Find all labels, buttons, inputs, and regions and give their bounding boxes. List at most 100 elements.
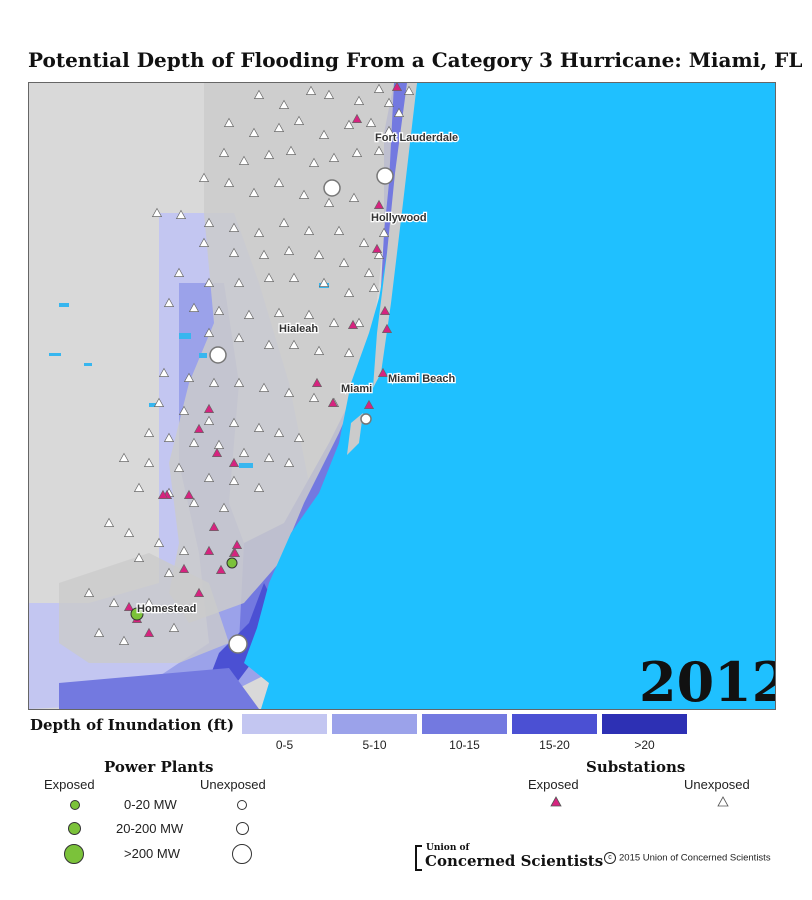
unexposed-substation-triangle: [198, 237, 210, 247]
exposed-power-plant-medium: [130, 607, 144, 621]
unexposed-substation-triangle: [288, 339, 300, 349]
unexposed-substation-triangle: [118, 452, 130, 462]
urban-area: [169, 83, 394, 623]
unexposed-substation-triangle: [273, 177, 285, 187]
unexposed-substation-triangle: [173, 267, 185, 277]
unexposed-substation-triangle: [103, 517, 115, 527]
unexposed-substation-triangle: [338, 257, 350, 267]
flood-map[interactable]: Fort Lauderdale Hollywood Hialeah Miami …: [28, 82, 776, 710]
unexposed-substation-triangle: [393, 107, 405, 117]
unexposed-substation-triangle: [263, 149, 275, 159]
ocean: [244, 83, 775, 709]
exposed-power-plant-large-icon: [64, 844, 84, 864]
exposed-substation-triangle: [183, 489, 195, 499]
exposed-substation-triangle: [228, 457, 240, 467]
unexposed-substation-triangle: [318, 129, 330, 139]
inundation-swatch-4: [602, 714, 687, 734]
inundation-swatch-2: [422, 714, 507, 734]
unexposed-substation-triangle: [253, 227, 265, 237]
exposed-substation-triangle: [363, 399, 375, 409]
unexposed-substation-triangle: [143, 597, 155, 607]
unexposed-substation-triangle: [173, 462, 185, 472]
inundation-swatch-1: [332, 714, 417, 734]
exposed-substations: [123, 83, 403, 637]
city-label-fort-lauderdale: Fort Lauderdale: [375, 132, 458, 144]
unexposed-substation-triangle: [233, 377, 245, 387]
exposed-substation-triangle: [193, 423, 205, 433]
unexposed-substation-triangle: [273, 122, 285, 132]
exposed-substation-triangle: [178, 563, 190, 573]
exposed-substation-triangle: [327, 397, 339, 407]
city-label-homestead: Homestead: [137, 603, 196, 615]
unexposed-substation-triangle: [228, 417, 240, 427]
unexposed-substation-triangle: [288, 272, 300, 282]
unexposed-substation-triangle: [258, 249, 270, 259]
unexposed-substation-triangle: [203, 277, 215, 287]
unexposed-substations: [83, 83, 415, 645]
unexposed-substation-triangle: [198, 172, 210, 182]
unexposed-power-plant-medium-icon: [236, 822, 249, 835]
unexposed-substation-triangle: [118, 635, 130, 645]
unexposed-substation-triangle: [203, 327, 215, 337]
unexposed-substation-triangle: [328, 152, 340, 162]
unexposed-substation-triangle: [293, 432, 305, 442]
unexposed-substation-triangle: [263, 272, 275, 282]
unexposed-substation-triangle: [353, 317, 365, 327]
unexposed-substation-triangle: [133, 552, 145, 562]
unexposed-power-plant-small: [360, 413, 372, 425]
unexposed-substation-triangle: [143, 457, 155, 467]
unexposed-substation-triangle-icon: [717, 796, 729, 807]
exposed-substation-triangle: [157, 489, 169, 499]
unexposed-substation-triangle: [203, 217, 215, 227]
unexposed-power-plant-large: [376, 167, 394, 185]
exposed-substation-triangle: [143, 627, 155, 637]
unexposed-substation-triangle: [313, 249, 325, 259]
unexposed-substation-triangle: [333, 225, 345, 235]
inundation-label-0: 0-5: [275, 738, 294, 752]
unexposed-substation-triangle: [293, 115, 305, 125]
inundation-label-2: 10-15: [449, 738, 480, 752]
inland-water: [59, 303, 69, 307]
power-plant-size-large: >200 MW: [124, 846, 180, 861]
power-plants-unexposed-label: Unexposed: [200, 777, 266, 792]
exposed-substation-triangle: [203, 403, 215, 413]
unexposed-substation-triangle: [378, 227, 390, 237]
exposed-substation-triangle: [231, 539, 243, 549]
exposed-substation-triangle: [211, 447, 223, 457]
exposed-substation-triangle: [351, 113, 363, 123]
inundation-swatch-0: [242, 714, 327, 734]
unexposed-substation-triangle: [348, 192, 360, 202]
unexposed-substation-triangle: [183, 372, 195, 382]
unexposed-substation-triangle: [123, 527, 135, 537]
substations-exposed-label: Exposed: [528, 777, 579, 792]
unexposed-substation-triangle: [213, 305, 225, 315]
exposed-substation-triangle: [377, 367, 389, 377]
inundation-label-1: 5-10: [362, 738, 387, 752]
unexposed-substation-triangle: [243, 309, 255, 319]
unexposed-substation-triangle: [383, 97, 395, 107]
exposed-substation-triangle: [208, 521, 220, 531]
exposed-substation-triangle: [347, 319, 359, 329]
city-label-hialeah: Hialeah: [279, 323, 318, 335]
city-label-hollywood: Hollywood: [371, 212, 427, 224]
unexposed-substation-triangle: [233, 332, 245, 342]
unexposed-substation-triangle: [353, 95, 365, 105]
unexposed-substation-triangle: [83, 587, 95, 597]
inundation-label-3: 15-20: [539, 738, 570, 752]
unexposed-substation-triangle: [373, 145, 385, 155]
unexposed-substation-triangle: [178, 545, 190, 555]
unexposed-substation-triangle: [363, 267, 375, 277]
unexposed-substation-triangle: [283, 457, 295, 467]
unexposed-substation-triangle: [188, 302, 200, 312]
logo-large-text: Concerned Scientists: [425, 852, 604, 870]
exposed-power-plant-medium: [226, 557, 238, 569]
logo-bracket-icon: [415, 845, 422, 871]
inland-water: [49, 353, 61, 356]
inland-water: [149, 403, 158, 407]
unexposed-substation-triangle: [228, 222, 240, 232]
inland-water: [84, 363, 92, 366]
unexposed-power-plant-large: [228, 634, 248, 654]
unexposed-substation-triangle: [351, 147, 363, 157]
unexposed-substation-triangle: [343, 347, 355, 357]
unexposed-substation-triangle: [373, 83, 385, 93]
